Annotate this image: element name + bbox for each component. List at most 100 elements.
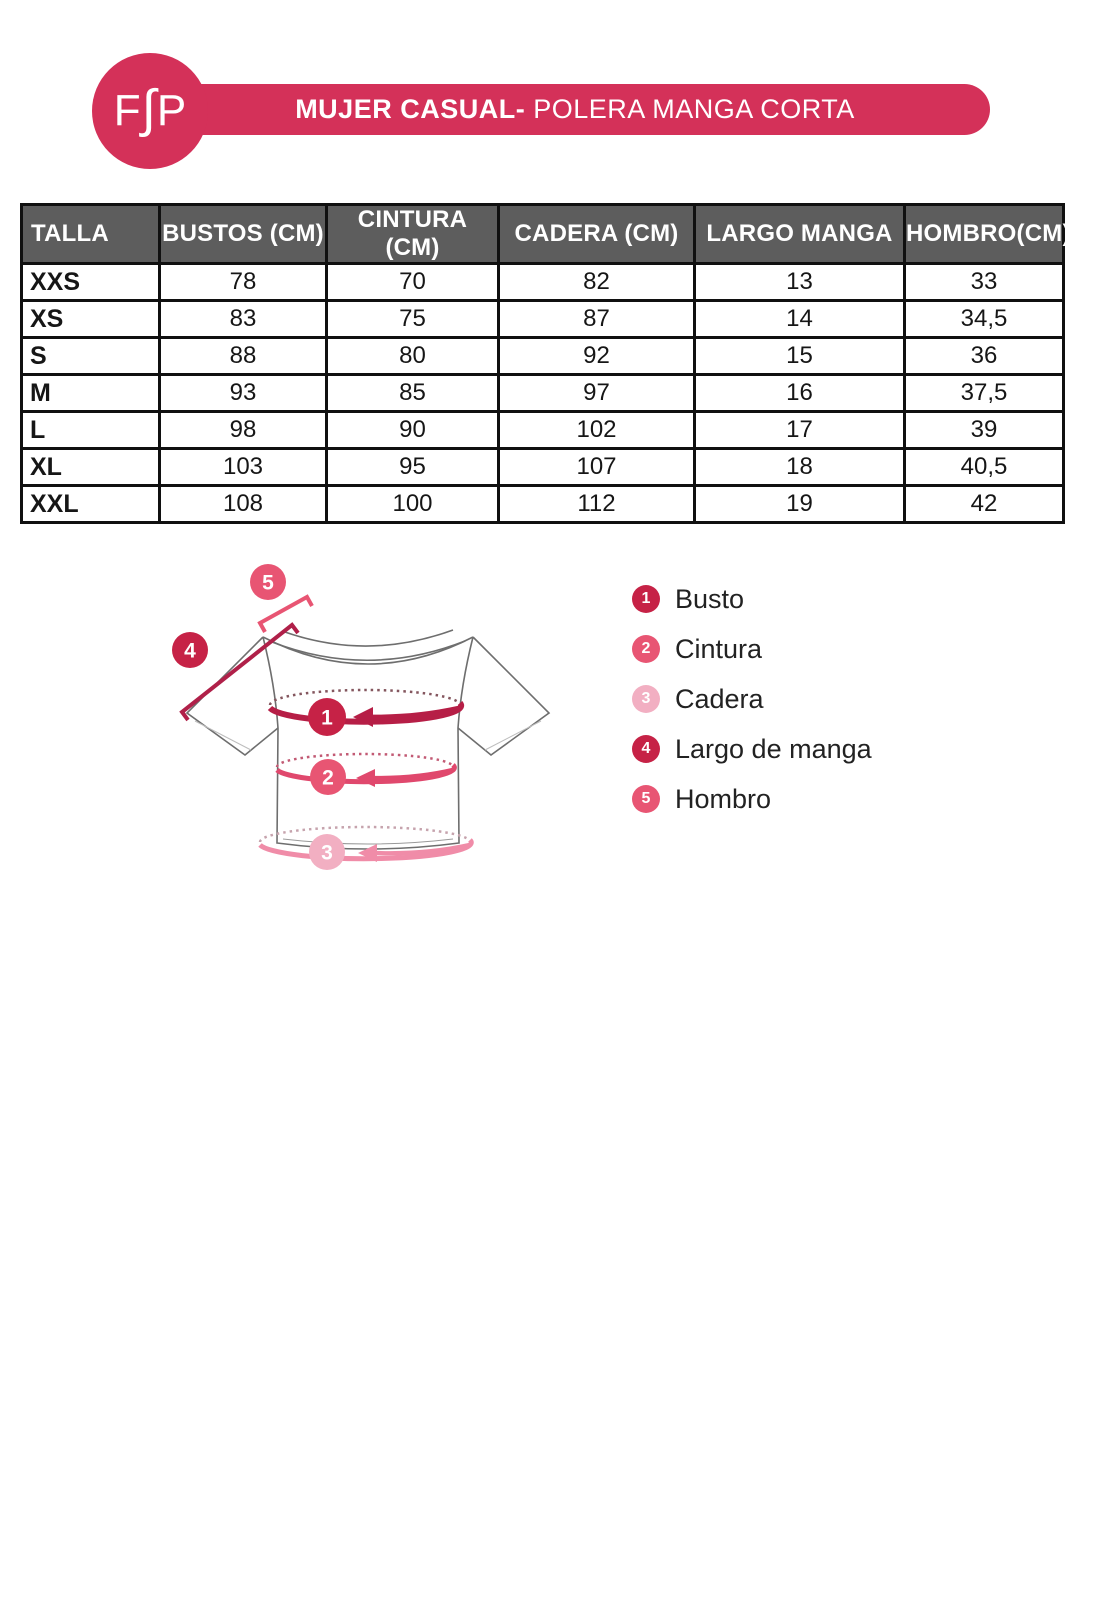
legend-label-cadera: Cadera: [675, 683, 764, 714]
bust-value: 98: [158, 410, 328, 450]
hip-value: 107: [497, 447, 696, 487]
hip-value: 102: [497, 410, 696, 450]
logo-letter-p: P: [156, 86, 187, 135]
col-header-largo-manga: LARGO MANGA: [693, 203, 906, 265]
size-table: TALLA BUSTOS (CM) CINTURA (CM) CADERA (C…: [20, 203, 1070, 524]
page-title: MUJER CASUAL- POLERA MANGA CORTA: [295, 94, 855, 125]
badge-3-circle: [309, 834, 345, 870]
badge-1-circle: [308, 698, 346, 736]
shoulder-bracket: [257, 594, 314, 633]
logo-letter-f: F: [113, 86, 141, 135]
bust-value: 83: [158, 299, 328, 339]
table-row-s: S 88 80 92 15 36: [20, 336, 1065, 376]
legend-item-hombro: 5 Hombro: [632, 774, 872, 824]
sleeve-value: 15: [693, 336, 906, 376]
diagram-badges: 5 4 1 2 3: [172, 564, 346, 870]
waist-value: 100: [325, 484, 500, 524]
page-title-product: POLERA MANGA CORTA: [525, 94, 855, 124]
sleeve-value: 18: [693, 447, 906, 487]
table-row-xs: XS 83 75 87 14 34,5: [20, 299, 1065, 339]
shoulder-value: 37,5: [903, 373, 1065, 413]
header: MUJER CASUAL- POLERA MANGA CORTA F ∫ P: [0, 0, 1104, 203]
sleeve-length-line: [179, 622, 300, 722]
shoulder-value: 36: [903, 336, 1065, 376]
badge-1-number: 1: [321, 707, 333, 730]
measurement-legend: 1 Busto 2 Cintura 3 Cadera 4 Largo de ma…: [632, 574, 872, 824]
tshirt-outline: [185, 629, 551, 850]
hip-arrowhead: [358, 844, 377, 862]
legend-badge-4: 4: [632, 735, 660, 763]
size-label: L: [20, 410, 161, 450]
bust-value: 108: [158, 484, 328, 524]
badge-2-number: 2: [322, 767, 334, 790]
col-header-talla: TALLA: [20, 203, 161, 265]
col-header-hombro: HOMBRO(CM): [903, 203, 1070, 265]
col-header-cadera: CADERA (CM): [497, 203, 696, 265]
sleeve-value: 14: [693, 299, 906, 339]
legend-badge-3: 3: [632, 685, 660, 713]
title-banner: MUJER CASUAL- POLERA MANGA CORTA: [160, 84, 990, 135]
legend-label-hombro: Hombro: [675, 783, 772, 814]
legend-label-largo-de-manga: Largo de manga: [675, 733, 872, 764]
bust-value: 78: [158, 262, 328, 302]
hip-dotted-line: [258, 825, 472, 843]
badge-2-circle: [310, 759, 346, 795]
size-label: XXS: [20, 262, 161, 302]
measurement-diagram-section: 5 4 1 2 3 1 Busto 2 Cintura 3 Cadera 4 L…: [0, 508, 1104, 908]
shoulder-value: 42: [903, 484, 1065, 524]
table-row-xxs: XXS 78 70 82 13 33: [20, 262, 1065, 302]
badge-3-number: 3: [321, 842, 333, 865]
size-table-header-row: TALLA BUSTOS (CM) CINTURA (CM) CADERA (C…: [20, 203, 1070, 265]
legend-item-cadera: 3 Cadera: [632, 674, 872, 724]
legend-label-busto: Busto: [675, 583, 745, 614]
legend-badge-5: 5: [632, 785, 660, 813]
legend-item-busto: 1 Busto: [632, 574, 872, 624]
legend-item-largo-de-manga: 4 Largo de manga: [632, 724, 872, 774]
shoulder-value: 39: [903, 410, 1065, 450]
bust-value: 93: [158, 373, 328, 413]
hip-value: 87: [497, 299, 696, 339]
size-label: XL: [20, 447, 161, 487]
size-label: XXL: [20, 484, 161, 524]
hip-arrow-shaft: [372, 842, 471, 856]
waist-arrowhead: [356, 769, 375, 787]
shoulder-value: 34,5: [903, 299, 1065, 339]
waist-value: 85: [325, 373, 500, 413]
shoulder-value: 40,5: [903, 447, 1065, 487]
waist-value: 95: [325, 447, 500, 487]
bust-value: 103: [158, 447, 328, 487]
tshirt-measurement-diagram: 5 4 1 2 3: [172, 564, 551, 870]
waist-value: 80: [325, 336, 500, 376]
sleeve-value: 17: [693, 410, 906, 450]
legend-badge-2: 2: [632, 635, 660, 663]
waist-value: 75: [325, 299, 500, 339]
waist-arrow-shaft: [370, 767, 454, 781]
waist-value: 70: [325, 262, 500, 302]
size-label: M: [20, 373, 161, 413]
bust-dotted-line: [268, 688, 462, 706]
hip-value: 97: [497, 373, 696, 413]
legend-badge-1: 1: [632, 585, 660, 613]
col-header-cintura: CINTURA (CM): [325, 203, 500, 265]
bust-value: 88: [158, 336, 328, 376]
bust-arrow-shaft: [368, 705, 461, 720]
sleeve-value: 19: [693, 484, 906, 524]
sleeve-value: 13: [693, 262, 906, 302]
legend-label-cintura: Cintura: [675, 633, 763, 664]
hip-value: 92: [497, 336, 696, 376]
hip-value: 112: [497, 484, 696, 524]
badge-4-number: 4: [184, 640, 196, 663]
table-row-xxl: XXL 108 100 112 19 42: [20, 484, 1065, 524]
sleeve-value: 16: [693, 373, 906, 413]
brand-logo: F ∫ P: [92, 53, 208, 169]
size-label: XS: [20, 299, 161, 339]
table-row-m: M 93 85 97 16 37,5: [20, 373, 1065, 413]
shoulder-value: 33: [903, 262, 1065, 302]
hip-value: 82: [497, 262, 696, 302]
logo-squiggle-icon: ∫: [141, 80, 156, 138]
badge-5-circle: [250, 564, 286, 600]
legend-item-cintura: 2 Cintura: [632, 624, 872, 674]
badge-4-circle: [172, 632, 208, 668]
bust-arrowhead: [353, 707, 373, 727]
table-row-l: L 98 90 102 17 39: [20, 410, 1065, 450]
